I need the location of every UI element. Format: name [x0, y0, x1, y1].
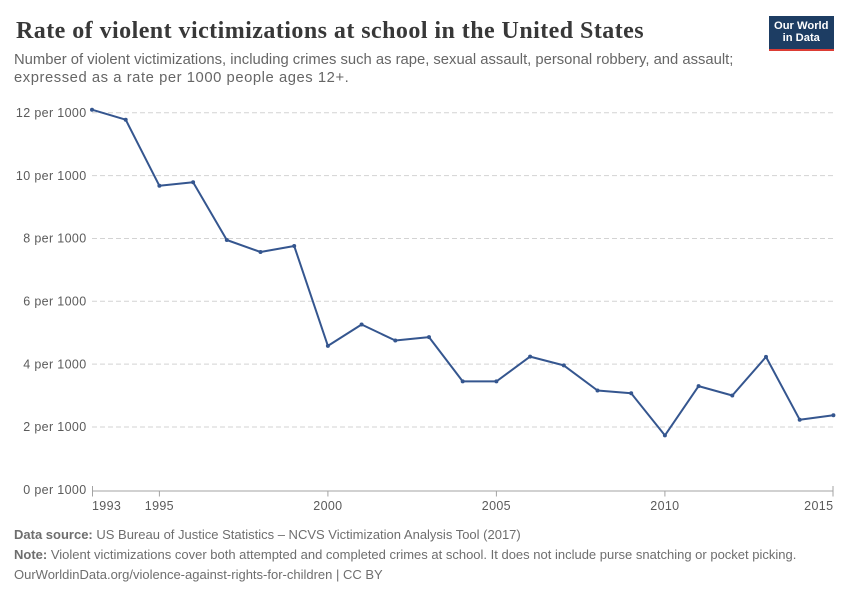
- svg-text:4 per 1000: 4 per 1000: [23, 357, 86, 371]
- svg-text:1993: 1993: [92, 499, 121, 513]
- svg-text:2000: 2000: [313, 499, 342, 513]
- svg-text:6 per 1000: 6 per 1000: [23, 295, 86, 309]
- svg-text:10 per 1000: 10 per 1000: [16, 169, 87, 183]
- svg-text:2005: 2005: [482, 499, 511, 513]
- svg-text:2015: 2015: [804, 499, 833, 513]
- svg-text:2 per 1000: 2 per 1000: [23, 420, 86, 434]
- svg-text:12 per 1000: 12 per 1000: [16, 106, 87, 120]
- svg-text:1995: 1995: [145, 499, 174, 513]
- svg-text:8 per 1000: 8 per 1000: [23, 232, 86, 246]
- svg-text:0 per 1000: 0 per 1000: [23, 483, 86, 497]
- svg-text:2010: 2010: [650, 499, 679, 513]
